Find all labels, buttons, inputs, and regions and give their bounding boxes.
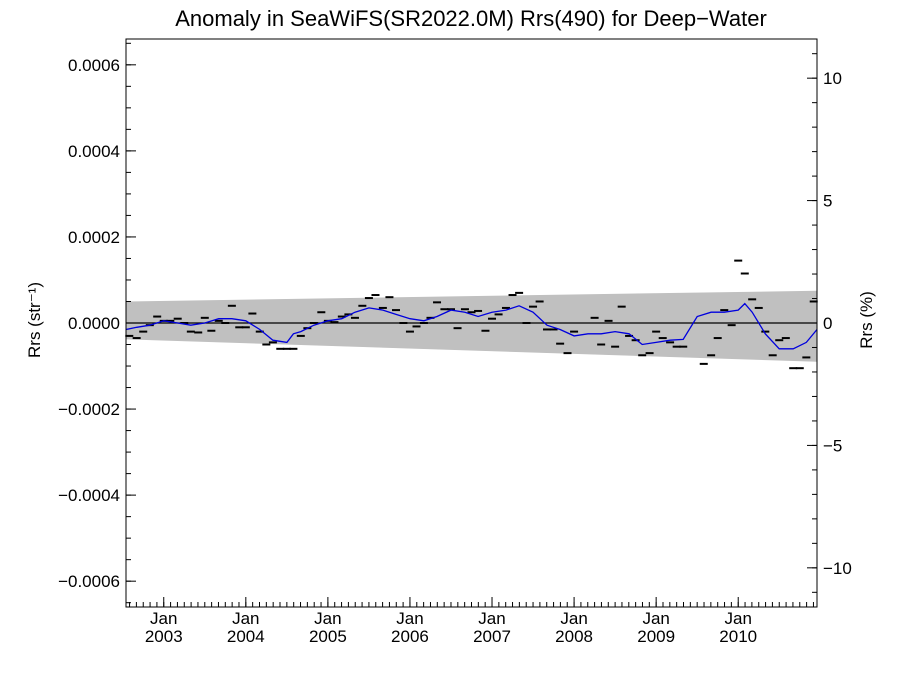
y-tick-label: −0.0006 bbox=[58, 572, 120, 591]
uncertainty-band bbox=[126, 290, 817, 362]
x-tick-month: Jan bbox=[725, 609, 752, 628]
y2-tick-label: 10 bbox=[823, 69, 842, 88]
y-tick-label: 0.0002 bbox=[68, 228, 120, 247]
y-tick-label: −0.0002 bbox=[58, 400, 120, 419]
x-tick-year: 2009 bbox=[637, 627, 675, 646]
x-tick-month: Jan bbox=[478, 609, 505, 628]
x-tick-month: Jan bbox=[232, 609, 259, 628]
plot-area: 0.0006 0.0004 0.0002 0.0000 −0.0002 −0.0004 −0… bbox=[58, 38, 852, 646]
x-tick-month: Jan bbox=[396, 609, 423, 628]
x-tick-month: Jan bbox=[642, 609, 669, 628]
x-tick-year: 2006 bbox=[391, 627, 429, 646]
y2-tick-label: −5 bbox=[823, 436, 842, 455]
y-tick-label: 0.0004 bbox=[68, 142, 120, 161]
y2-axis-label: Rrs (%) bbox=[857, 291, 876, 349]
x-tick-month: Jan bbox=[314, 609, 341, 628]
x-tick-year: 2010 bbox=[719, 627, 757, 646]
x-tick-year: 2008 bbox=[555, 627, 593, 646]
y2-tick-label: −10 bbox=[823, 559, 852, 578]
x-tick-year: 2007 bbox=[473, 627, 511, 646]
y2-tick-label: 5 bbox=[823, 192, 832, 211]
y-axis-label: Rrs (str⁻¹) bbox=[25, 282, 44, 358]
smoothed-line bbox=[125, 302, 818, 350]
x-tick-year: 2005 bbox=[309, 627, 347, 646]
y-tick-label: −0.0004 bbox=[58, 486, 120, 505]
x-tick-year: 2003 bbox=[145, 627, 183, 646]
x-tick-year: 2004 bbox=[227, 627, 265, 646]
y-tick-label: 0.0000 bbox=[68, 314, 120, 333]
chart-title: Anomaly in SeaWiFS(SR2022.0M) Rrs(490) f… bbox=[175, 6, 767, 31]
x-tick-month: Jan bbox=[560, 609, 587, 628]
x-tick-month: Jan bbox=[150, 609, 177, 628]
y2-tick-label: 0 bbox=[823, 314, 832, 333]
y-tick-label: 0.0006 bbox=[68, 56, 120, 75]
